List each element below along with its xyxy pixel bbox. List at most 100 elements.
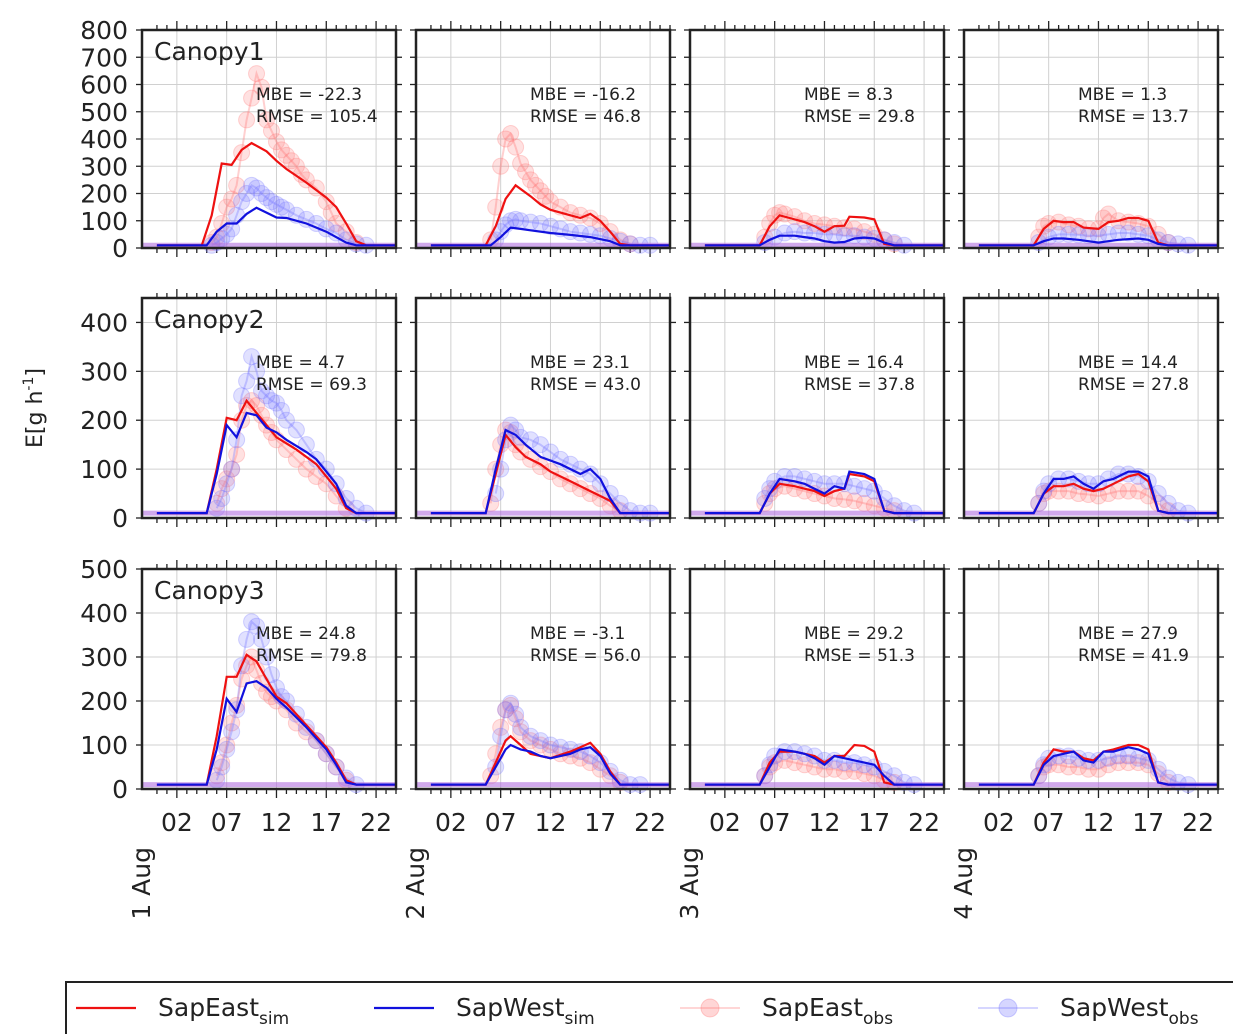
west-obs-marker bbox=[253, 630, 271, 648]
east-obs-marker bbox=[825, 760, 843, 778]
legend-label: SapEastobs bbox=[762, 993, 893, 1029]
east-obs-marker bbox=[1109, 754, 1127, 772]
x-tick-label: 02 bbox=[983, 808, 1015, 837]
y-tick-label: 100 bbox=[80, 207, 128, 236]
east-obs-marker bbox=[796, 756, 814, 774]
west-sim-line bbox=[156, 411, 396, 515]
east-obs-marker bbox=[258, 111, 276, 129]
east-obs-line bbox=[215, 654, 347, 781]
east-obs-marker bbox=[502, 125, 520, 143]
rmse-label: RMSE = 56.0 bbox=[530, 646, 641, 666]
x-tick-label: 22 bbox=[360, 808, 392, 837]
west-obs-marker bbox=[1109, 224, 1127, 242]
west-obs-marker bbox=[243, 613, 261, 631]
east-obs-line bbox=[1037, 761, 1169, 784]
east-obs-marker bbox=[845, 220, 863, 238]
rmse-label: RMSE = 41.9 bbox=[1078, 646, 1189, 666]
x-tick-label: 12 bbox=[535, 808, 567, 837]
east-obs-marker bbox=[228, 176, 246, 194]
east-obs-line bbox=[763, 759, 895, 784]
west-obs-marker bbox=[238, 372, 256, 390]
west-obs-marker bbox=[223, 460, 241, 478]
y-axis-label-main: E[g h bbox=[23, 391, 48, 448]
west-obs-marker bbox=[248, 617, 266, 635]
y-tick-label: 400 bbox=[80, 125, 128, 154]
west-obs-line bbox=[763, 475, 915, 515]
mbe-label: MBE = 29.2 bbox=[804, 624, 904, 644]
x-tick-label: 22 bbox=[1182, 808, 1214, 837]
east-obs-marker bbox=[327, 214, 345, 232]
east-obs-marker bbox=[512, 723, 530, 741]
west-obs-marker bbox=[541, 736, 559, 754]
mbe-label: MBE = -3.1 bbox=[530, 624, 625, 644]
y-tick-label: 300 bbox=[80, 152, 128, 181]
east-obs-line bbox=[1037, 490, 1169, 512]
east-obs-marker bbox=[277, 701, 295, 719]
rmse-label: RMSE = 13.7 bbox=[1078, 107, 1189, 127]
legend-label: SapWestobs bbox=[1060, 993, 1199, 1029]
west-obs-marker bbox=[855, 480, 873, 498]
x-tick-label: 17 bbox=[1132, 808, 1164, 837]
mbe-label: MBE = 14.4 bbox=[1078, 353, 1178, 373]
rmse-label: RMSE = 46.8 bbox=[530, 107, 641, 127]
west-obs-marker bbox=[287, 421, 305, 439]
west-obs-marker bbox=[761, 480, 779, 498]
west-obs-marker bbox=[223, 220, 241, 238]
west-obs-line bbox=[494, 218, 651, 247]
east-obs-marker bbox=[1099, 756, 1117, 774]
west-obs-marker bbox=[233, 193, 251, 211]
y-tick-label: 0 bbox=[112, 775, 128, 804]
west-obs-line bbox=[494, 423, 651, 515]
east-obs-marker bbox=[248, 65, 266, 83]
west-obs-marker bbox=[502, 694, 520, 712]
y-tick-label: 600 bbox=[80, 71, 128, 100]
canopy-label: Canopy1 bbox=[154, 37, 265, 66]
east-obs-marker bbox=[845, 492, 863, 510]
east-sim-line bbox=[704, 214, 944, 247]
mbe-label: MBE = 16.4 bbox=[804, 353, 904, 373]
panel-frame bbox=[414, 296, 672, 520]
x-tick-label: 12 bbox=[1083, 808, 1115, 837]
east-obs-marker bbox=[1089, 487, 1107, 505]
x-tick-label: 17 bbox=[584, 808, 616, 837]
panel-frame bbox=[140, 296, 398, 520]
west-sim-line bbox=[156, 206, 396, 247]
east-obs-marker bbox=[282, 152, 300, 170]
west-obs-marker bbox=[532, 436, 550, 454]
east-obs-marker bbox=[223, 460, 241, 478]
east-obs-marker bbox=[492, 157, 510, 175]
west-obs-marker bbox=[272, 401, 290, 419]
x-tick-label: 17 bbox=[310, 808, 342, 837]
x-tick-label: 12 bbox=[261, 808, 293, 837]
y-tick-label: 200 bbox=[80, 687, 128, 716]
x-tick-label: 12 bbox=[809, 808, 841, 837]
west-obs-marker bbox=[277, 411, 295, 429]
east-sim-line bbox=[978, 216, 1218, 247]
west-obs-marker bbox=[258, 189, 276, 207]
x-tick-label: 07 bbox=[211, 808, 243, 837]
legend-label: SapEastsim bbox=[158, 993, 289, 1029]
west-obs-marker bbox=[507, 705, 525, 723]
west-obs-marker bbox=[253, 382, 271, 400]
east-obs-marker bbox=[536, 187, 554, 205]
east-obs-line bbox=[1037, 212, 1169, 244]
legend-swatch-marker bbox=[998, 998, 1018, 1018]
legend-item-east-sim: SapEastsim bbox=[76, 993, 289, 1029]
east-obs-marker bbox=[1060, 758, 1078, 776]
y-tick-label: 400 bbox=[80, 308, 128, 337]
west-obs-marker bbox=[815, 475, 833, 493]
east-obs-marker bbox=[512, 155, 530, 173]
west-obs-line bbox=[1038, 232, 1189, 247]
mbe-label: MBE = -16.2 bbox=[530, 85, 636, 105]
x-tick-label: 02 bbox=[161, 808, 193, 837]
west-sim-line bbox=[430, 743, 670, 786]
rmse-label: RMSE = 27.8 bbox=[1078, 375, 1189, 395]
east-obs-marker bbox=[786, 754, 804, 772]
east-obs-line bbox=[215, 399, 347, 509]
west-obs-marker bbox=[267, 195, 285, 213]
west-obs-marker bbox=[238, 630, 256, 648]
east-obs-marker bbox=[238, 111, 256, 129]
